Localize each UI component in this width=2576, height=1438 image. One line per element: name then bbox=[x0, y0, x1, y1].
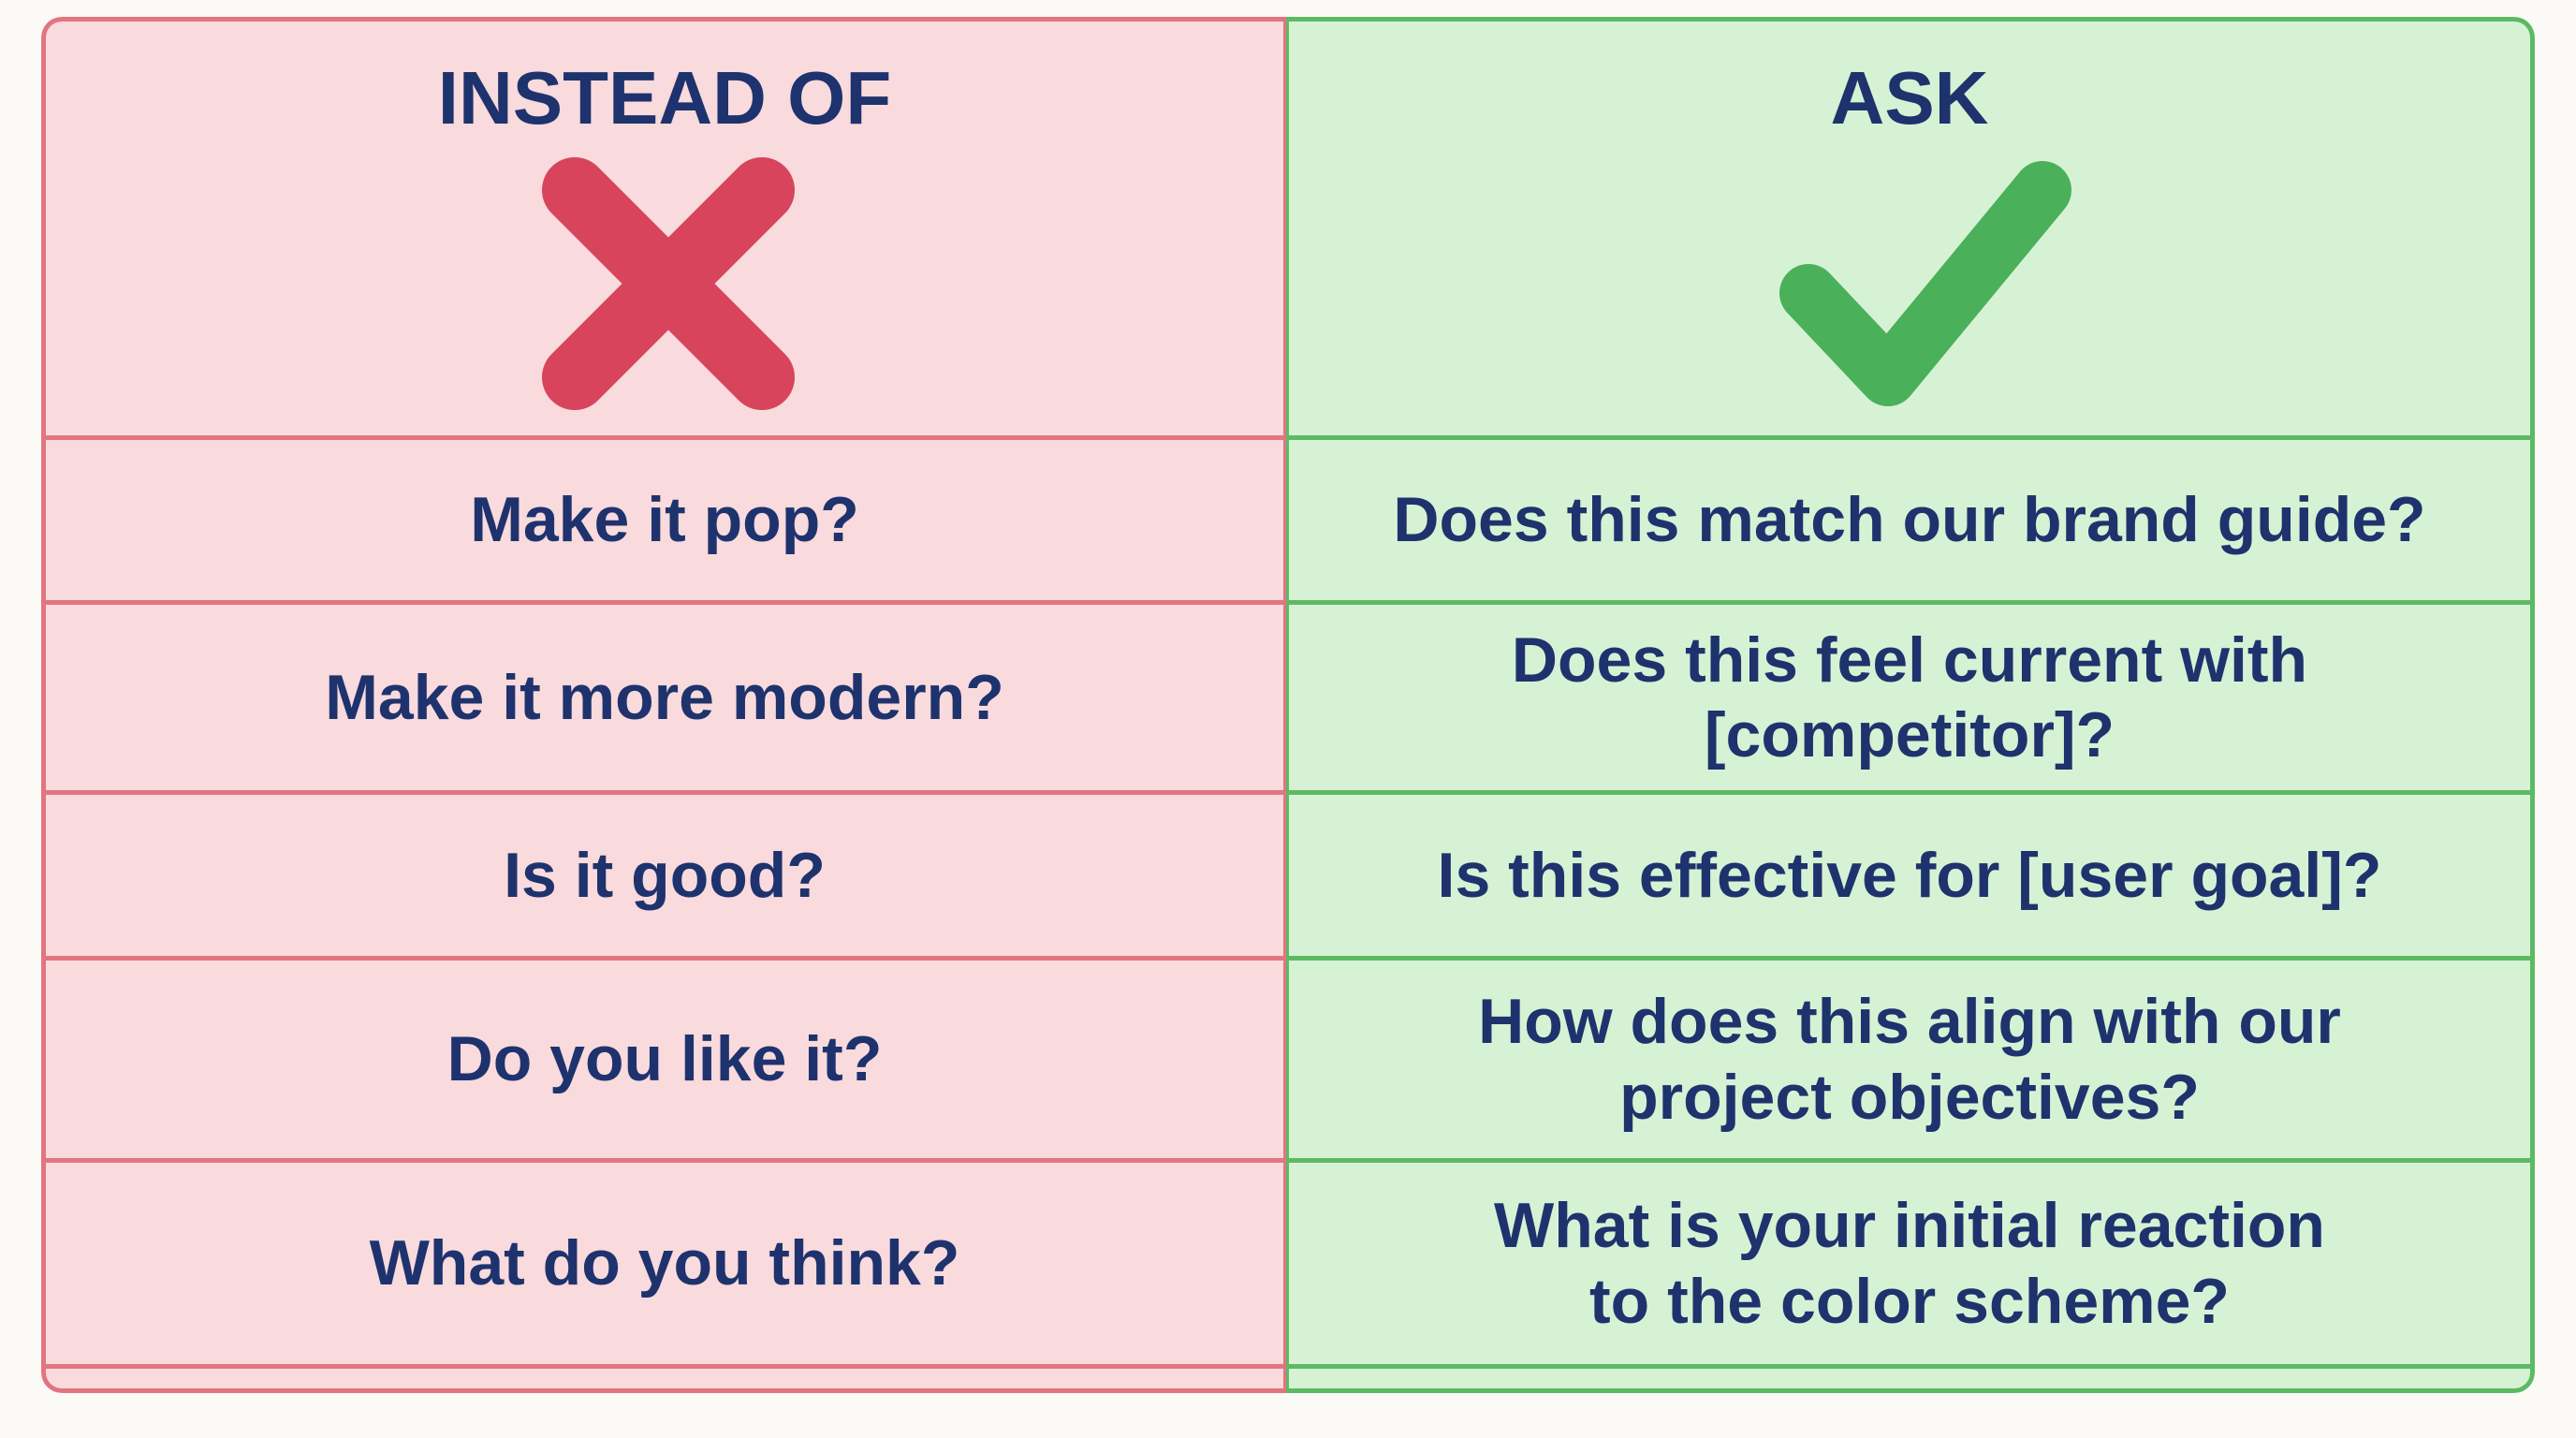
question-text: What is your initial reaction bbox=[1494, 1190, 2325, 1262]
question-text: Does this feel current with bbox=[1511, 624, 2308, 696]
cross-icon bbox=[542, 157, 795, 410]
row-divider bbox=[46, 956, 1283, 961]
comparison-board: INSTEAD OF Make it pop? Make it more mode… bbox=[41, 17, 2535, 1393]
question-cell: Does this match our brand guide? bbox=[1289, 440, 2530, 600]
row-divider bbox=[46, 790, 1283, 795]
question-text: How does this align with our bbox=[1478, 986, 2341, 1058]
row-divider bbox=[1289, 600, 2530, 605]
check-icon bbox=[1779, 161, 2071, 406]
row-divider bbox=[46, 600, 1283, 605]
row-divider bbox=[1289, 790, 2530, 795]
row-divider bbox=[46, 1158, 1283, 1163]
question-cell: Do you like it? bbox=[46, 961, 1283, 1158]
question-text: Make it more modern? bbox=[325, 661, 1004, 733]
question-text: [competitor]? bbox=[1704, 699, 2115, 770]
question-text: to the color scheme? bbox=[1589, 1265, 2230, 1337]
column-title: ASK bbox=[1830, 56, 1989, 139]
row-divider bbox=[1289, 1158, 2530, 1163]
row-divider bbox=[1289, 1364, 2530, 1369]
question-text: Does this match our brand guide? bbox=[1393, 484, 2426, 556]
instead-of-column: INSTEAD OF Make it pop? Make it more mode… bbox=[41, 17, 1286, 1393]
question-cell: Make it pop? bbox=[46, 440, 1283, 600]
question-cell: Is it good? bbox=[46, 795, 1283, 956]
row-divider bbox=[46, 435, 1283, 440]
column-title: INSTEAD OF bbox=[437, 56, 892, 139]
row-divider bbox=[1289, 435, 2530, 440]
question-text: What do you think? bbox=[369, 1227, 960, 1299]
question-text: Is it good? bbox=[504, 839, 826, 911]
question-cell: What is your initial reaction to the colo… bbox=[1289, 1163, 2530, 1364]
question-cell: How does this align with our project obje… bbox=[1289, 961, 2530, 1158]
question-text: project objectives? bbox=[1619, 1061, 2200, 1133]
row-divider bbox=[46, 1364, 1283, 1369]
question-text: Do you like it? bbox=[446, 1023, 883, 1095]
question-text: Is this effective for [user goal]? bbox=[1437, 839, 2382, 911]
ask-column: ASK Does this match our brand guide? Does… bbox=[1286, 17, 2535, 1393]
question-cell: What do you think? bbox=[46, 1163, 1283, 1364]
question-cell: Is this effective for [user goal]? bbox=[1289, 795, 2530, 956]
row-divider bbox=[1289, 956, 2530, 961]
question-cell: Make it more modern? bbox=[46, 605, 1283, 790]
question-text: Make it pop? bbox=[470, 484, 859, 556]
question-cell: Does this feel current with [competitor]? bbox=[1289, 605, 2530, 790]
